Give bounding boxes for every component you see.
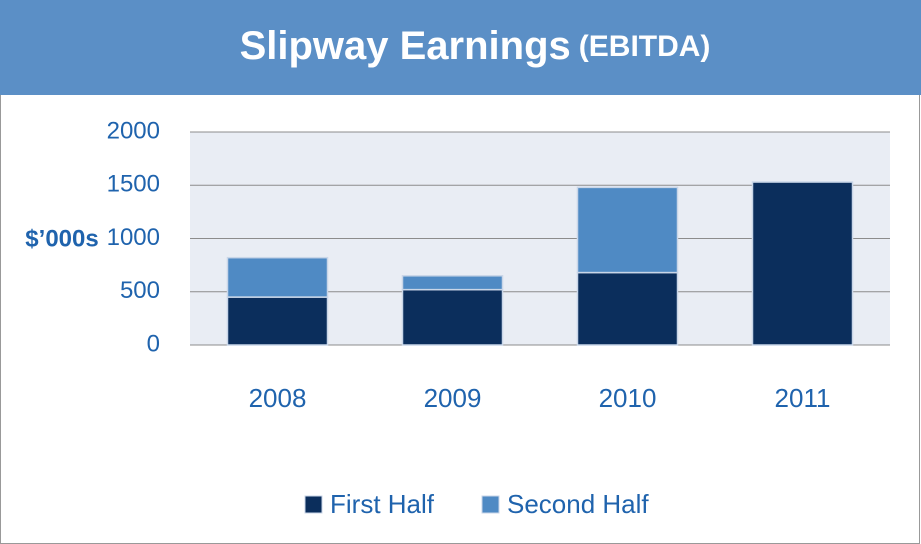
legend-label: First Half	[330, 489, 435, 519]
bar	[576, 186, 679, 274]
x-tick-label: 2010	[599, 383, 657, 413]
chart-title: Slipway Earnings (EBITDA)	[240, 24, 711, 68]
y-axis-label: $’000s	[25, 225, 98, 252]
y-tick-label: 0	[147, 330, 160, 357]
x-tick-label: 2011	[775, 383, 831, 413]
y-tick-label: 2000	[107, 117, 160, 144]
bar	[751, 181, 854, 346]
legend-label: Second Half	[507, 489, 649, 519]
legend-swatch	[304, 495, 323, 514]
y-tick-label: 1000	[107, 224, 160, 251]
title-band	[0, 0, 921, 95]
bar	[401, 288, 504, 346]
y-tick-label: 1500	[107, 171, 160, 198]
bar	[226, 256, 329, 298]
title-main: Slipway Earnings	[240, 24, 571, 68]
bar	[401, 275, 504, 291]
bar	[226, 296, 329, 346]
x-tick-label: 2008	[249, 383, 307, 413]
bar	[576, 271, 679, 346]
legend-swatch	[481, 495, 500, 514]
y-tick-label: 500	[120, 277, 160, 304]
x-tick-label: 2009	[424, 383, 482, 413]
title-suffix: (EBITDA)	[579, 30, 711, 63]
